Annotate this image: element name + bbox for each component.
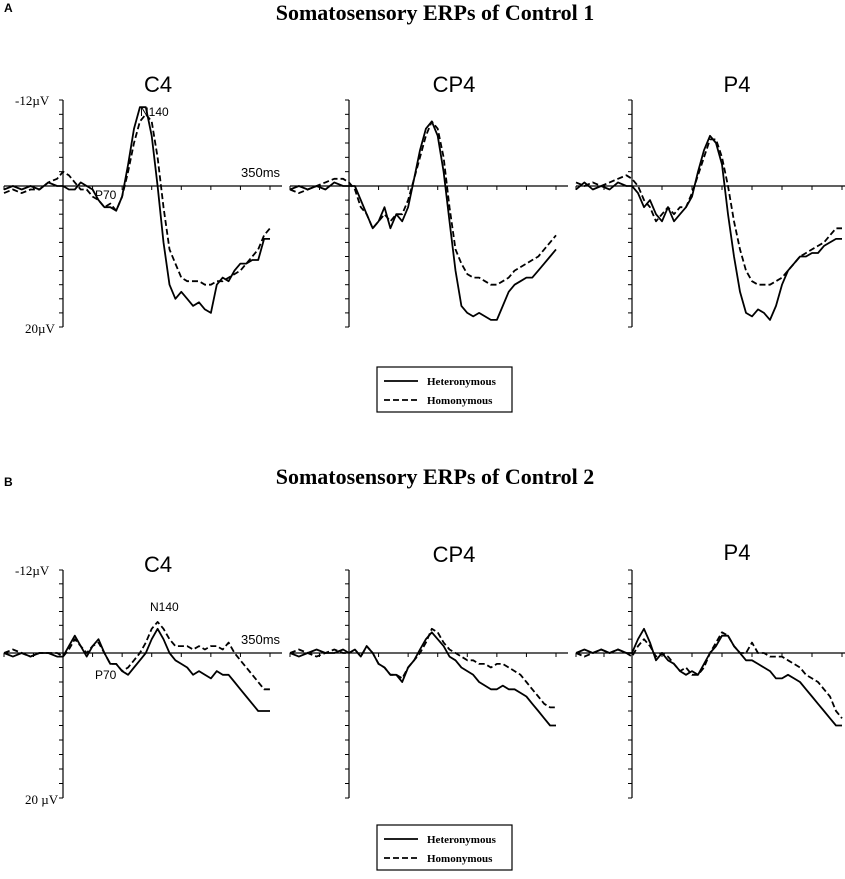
legend-label: Homonymous [427,395,493,407]
electrode-label: C4 [144,552,172,577]
panel-a: A Somatosensory ERPs of Control 1 C4 -12µV 2… [3,0,845,413]
legend-label: Heteronymous [427,376,497,388]
panel-label: B [4,475,13,489]
legend: Heteronymous Homonymous [376,824,513,871]
y-bottom-label: 20 µV [25,792,59,807]
series-line-homonymous [3,113,271,286]
annotation-p70: P70 [95,668,117,682]
series-line-homonymous [575,138,842,286]
subplot-c4: C4 -12µV 20 µV 350ms N140 P70 [3,552,282,807]
electrode-label: CP4 [433,72,476,97]
series-line-homonymous [289,120,557,286]
series-line-heteronymous [575,134,842,321]
y-bottom-label: 20µV [25,321,55,336]
legend: Heteronymous Homonymous [376,366,513,413]
subplot-p4: P4 [575,72,845,328]
annotation-n140: N140 [140,105,169,119]
panel-b: B Somatosensory ERPs of Control 2 C4 -12µV 2… [3,464,845,871]
series-line-heteronymous [575,627,842,727]
legend-box [376,366,513,413]
panel-title: Somatosensory ERPs of Control 1 [276,0,595,25]
series-line-homonymous [289,627,556,709]
subplot-cp4: CP4 [289,542,568,799]
series-line-homonymous [575,631,843,719]
y-top-label: -12µV [15,93,50,108]
electrode-label: C4 [144,72,172,97]
series-line-heteronymous [3,627,270,712]
annotation-p70: P70 [95,188,117,202]
series-line-heteronymous [289,120,557,321]
panel-title: Somatosensory ERPs of Control 2 [276,464,595,489]
panel-label: A [4,1,13,15]
series-line-heteronymous [3,106,270,314]
y-top-label: -12µV [15,563,50,578]
annotation-n140: N140 [150,600,179,614]
electrode-label: P4 [724,540,751,565]
subplot-p4: P4 [575,540,845,799]
legend-label: Homonymous [427,853,493,865]
legend-label: Heteronymous [427,834,497,846]
legend-box [376,824,513,871]
series-line-homonymous [3,621,270,691]
x-end-label: 350ms [241,632,281,647]
electrode-label: CP4 [433,542,476,567]
subplot-cp4: CP4 [289,72,568,328]
electrode-label: P4 [724,72,751,97]
subplot-c4: C4 -12µV 20µV 350ms N140 P70 [3,72,282,336]
x-end-label: 350ms [241,165,281,180]
